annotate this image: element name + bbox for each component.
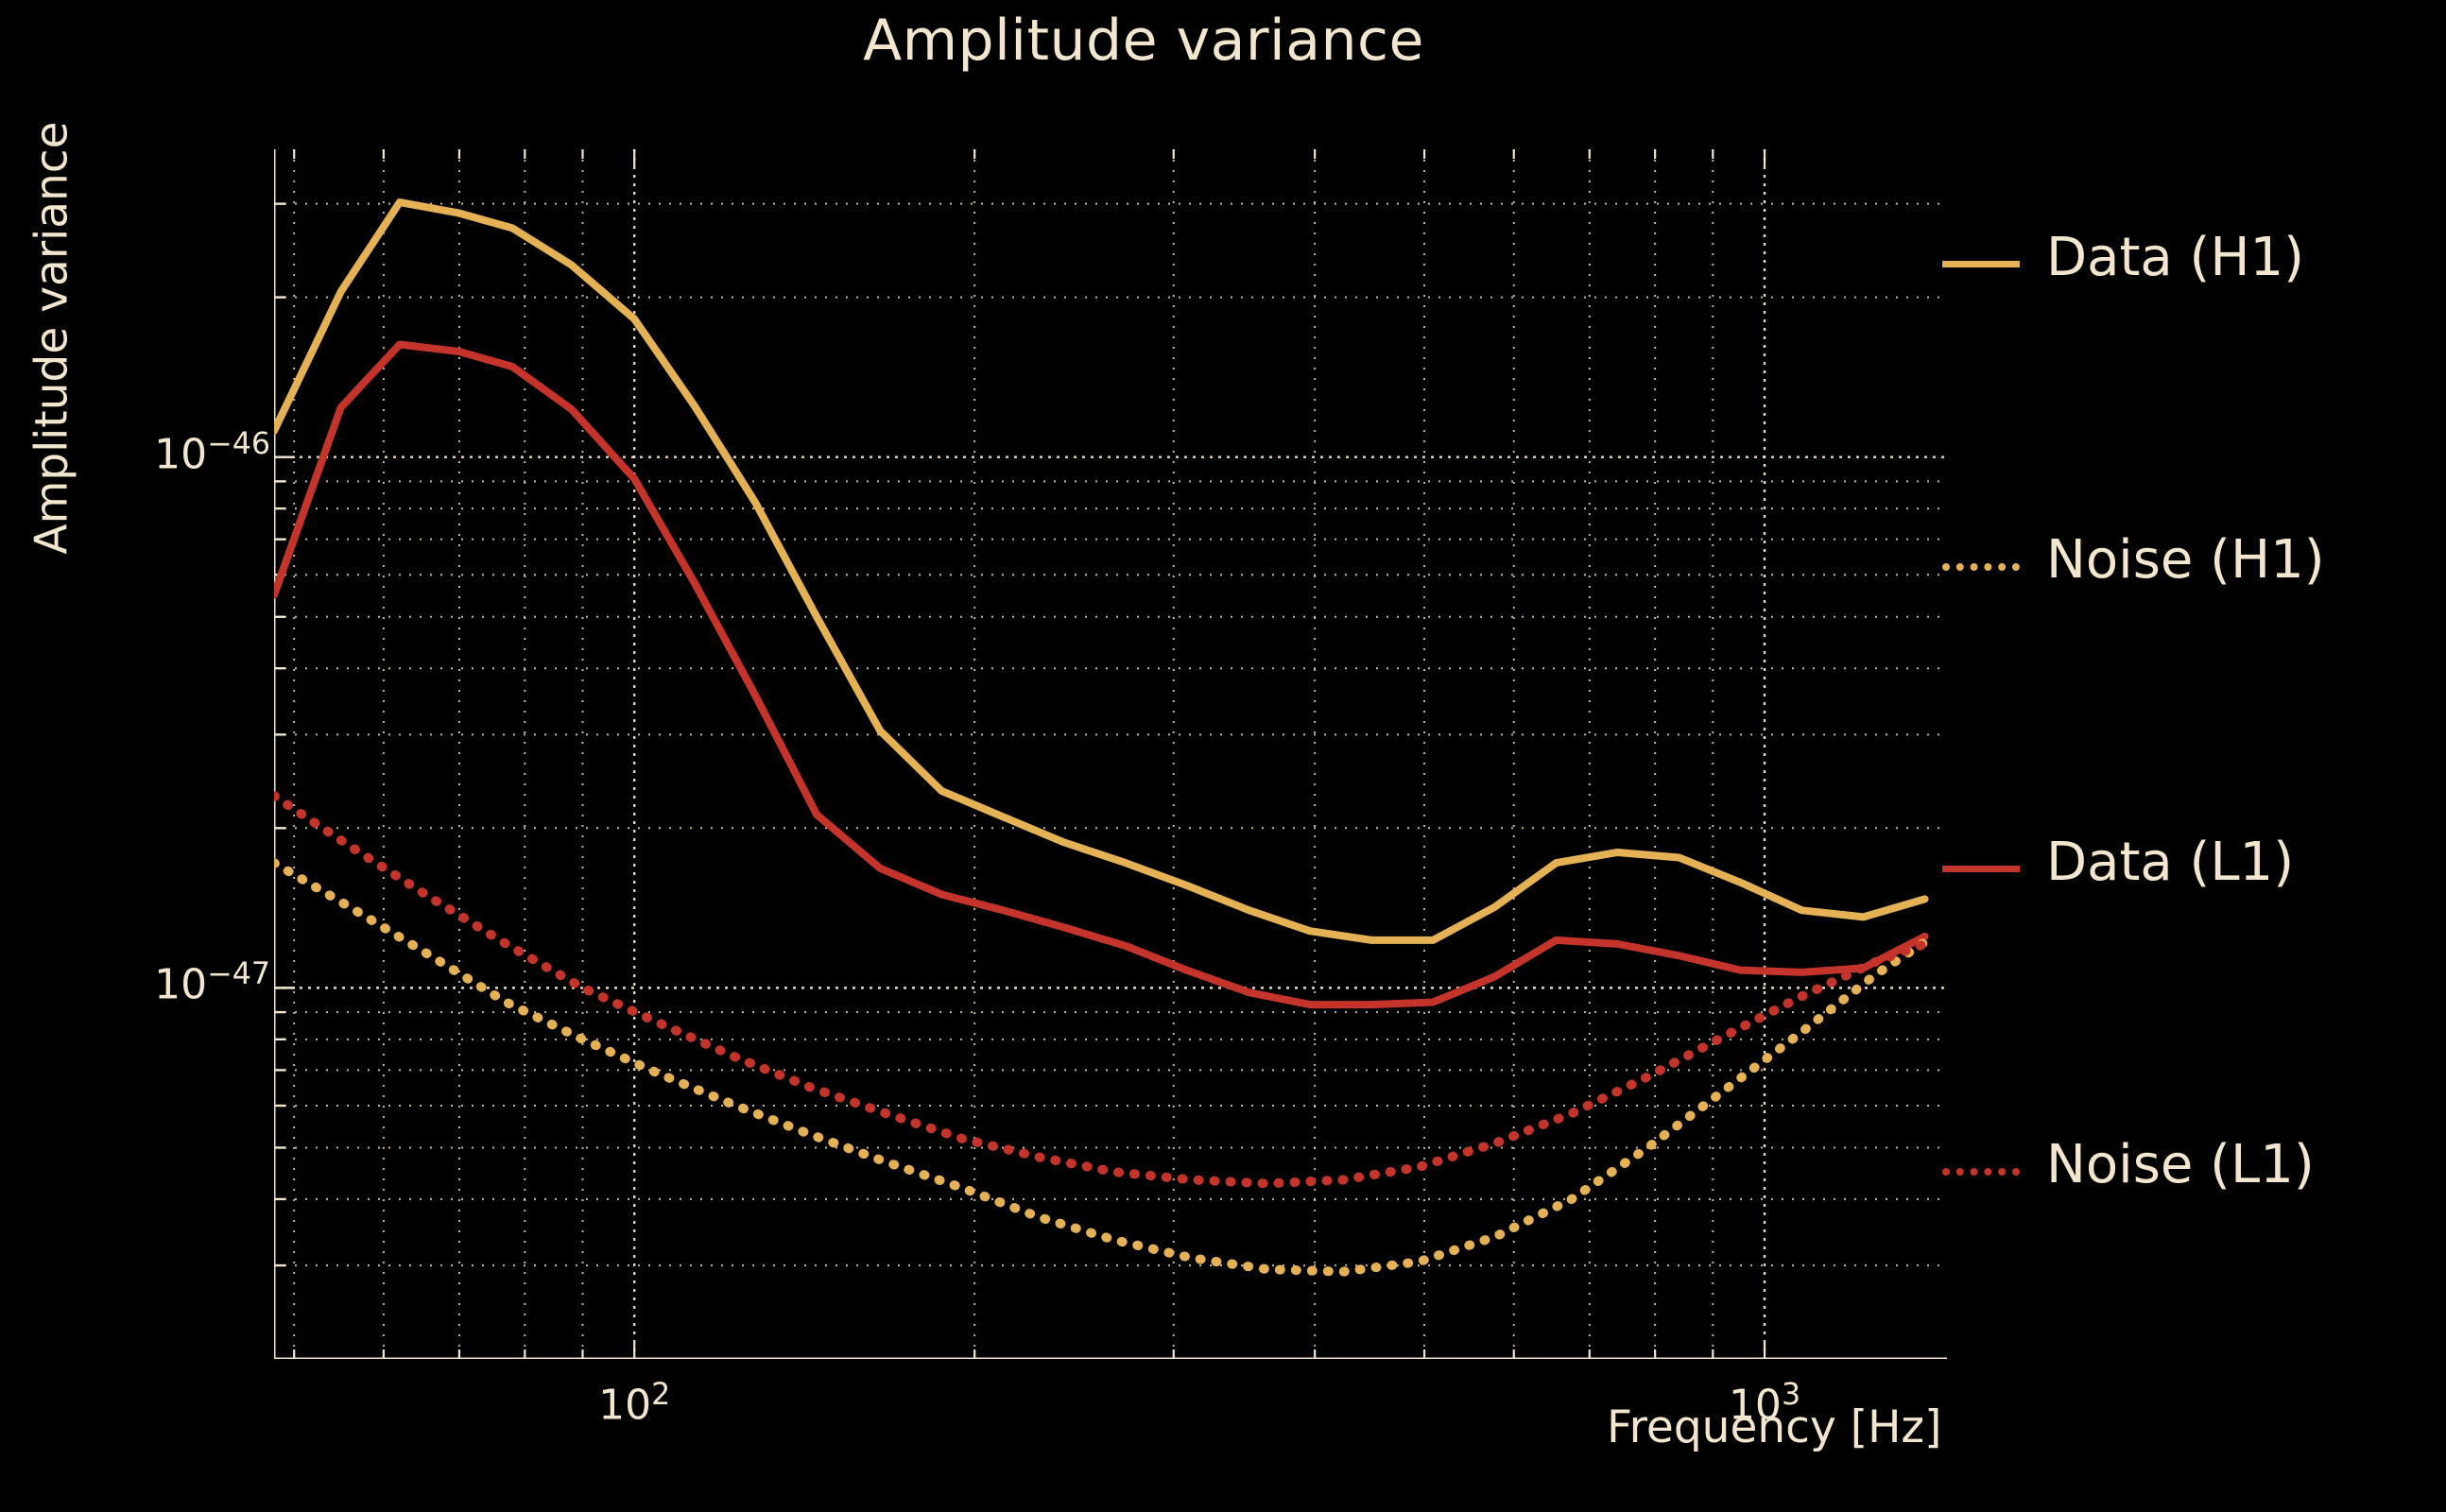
page-title: Amplitude variance bbox=[863, 8, 1424, 74]
plot-canvas bbox=[274, 149, 1947, 1359]
series-line bbox=[274, 198, 1929, 944]
legend-entry[interactable]: Noise (H1) bbox=[1942, 529, 2434, 605]
y-tick-label: 10−47 bbox=[154, 957, 270, 1010]
y-axis-label: Amplitude variance bbox=[26, 121, 78, 555]
legend-swatch-dotted-icon bbox=[1942, 563, 2020, 571]
legend-entry[interactable]: Data (H1) bbox=[1942, 227, 2434, 302]
legend-label: Noise (L1) bbox=[2046, 1134, 2315, 1195]
x-axis-label: Frequency [Hz] bbox=[1607, 1401, 1942, 1453]
series-line bbox=[274, 340, 1929, 1009]
x-tick-label: 102 bbox=[598, 1378, 671, 1430]
plot-area bbox=[274, 149, 1947, 1359]
legend-entry[interactable]: Data (L1) bbox=[1942, 832, 2434, 907]
series-line bbox=[274, 791, 1930, 1189]
legend-entry[interactable]: Noise (L1) bbox=[1942, 1134, 2434, 1210]
legend-swatch-dotted-icon bbox=[1942, 1168, 2020, 1176]
legend-swatch-solid-icon bbox=[1942, 866, 2020, 872]
x-tick-label: 103 bbox=[1728, 1378, 1801, 1430]
axis-ticks bbox=[274, 149, 1766, 1359]
legend-label: Data (H1) bbox=[2046, 227, 2304, 288]
chart-legend: Data (H1) Noise (H1) Data (L1) Noise (L1) bbox=[1942, 227, 2434, 1436]
series-layer bbox=[274, 198, 1930, 1277]
legend-label: Data (L1) bbox=[2046, 832, 2295, 893]
legend-label: Noise (H1) bbox=[2046, 529, 2325, 591]
grid-major bbox=[274, 149, 1947, 1359]
legend-swatch-solid-icon bbox=[1942, 261, 2020, 267]
series-line bbox=[274, 858, 1930, 1277]
y-tick-label: 10−46 bbox=[154, 426, 270, 479]
